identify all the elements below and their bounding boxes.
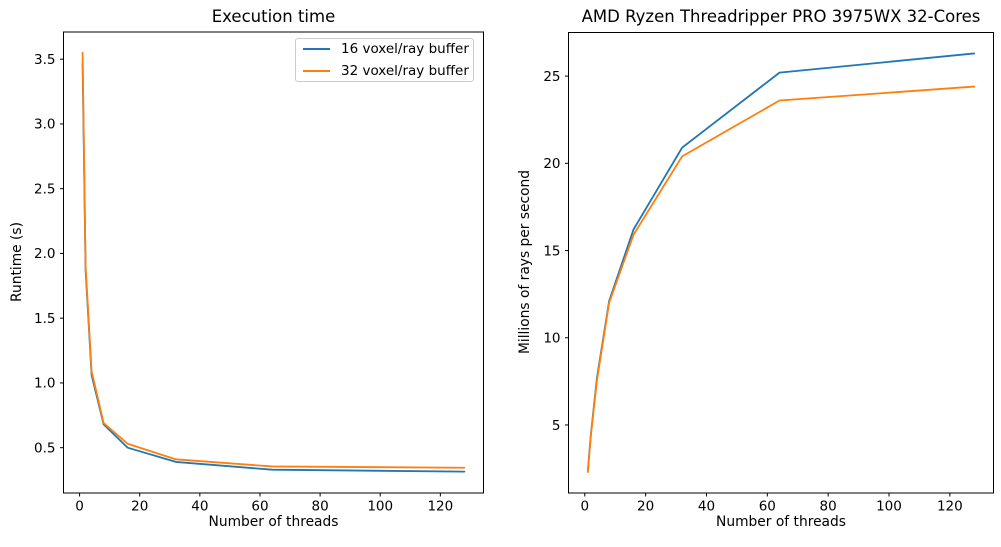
series-line-32-voxel — [81, 51, 466, 469]
legend-box: 16 voxel/ray buffer 32 voxel/ray buffer — [295, 38, 474, 82]
x-axis-label-right-chart: Number of threads — [716, 514, 846, 530]
y-tick-label: 3.0 — [34, 117, 55, 133]
y-tick-label: 1.5 — [34, 311, 55, 327]
legend-label-16-voxel: 16 voxel/ray buffer — [341, 41, 469, 57]
x-tick-label: 120 — [427, 499, 453, 515]
y-axis-label-runtime: Runtime (s) — [9, 222, 25, 302]
x-tick-label: 100 — [367, 499, 393, 515]
y-axis-label-rays-per-second: Millions of rays per second — [517, 169, 533, 355]
x-tick-label: 120 — [937, 499, 963, 515]
x-tick-label: 0 — [580, 499, 589, 515]
x-tick-label: 40 — [698, 499, 715, 515]
legend-entry-16-voxel: 16 voxel/ray buffer — [303, 40, 473, 58]
legend-entry-32-voxel: 32 voxel/ray buffer — [303, 62, 473, 80]
x-tick-label: 60 — [759, 499, 776, 515]
x-tick-label: 20 — [637, 499, 654, 515]
x-tick-label: 100 — [876, 499, 902, 515]
series-line-16-voxel — [586, 52, 976, 473]
chart-title-execution-time: Execution time — [211, 7, 336, 26]
legend-line-swatch-blue — [303, 48, 330, 50]
series-line-32-voxel — [586, 85, 976, 473]
y-tick-label: 20 — [543, 156, 560, 172]
y-tick-label: 25 — [543, 69, 560, 85]
chart-title-cpu-throughput: AMD Ryzen Threadripper PRO 3975WX 32-Cor… — [581, 7, 981, 26]
y-tick-label: 15 — [543, 243, 560, 259]
y-tick-label: 1.0 — [34, 376, 55, 392]
axes-frame — [568, 32, 994, 494]
x-axis-label-left-chart: Number of threads — [208, 514, 339, 530]
y-tick-label: 0.5 — [34, 440, 55, 456]
x-tick-label: 40 — [191, 499, 208, 515]
axes-frame — [63, 31, 484, 494]
x-tick-label: 60 — [251, 499, 268, 515]
legend-label-32-voxel: 32 voxel/ray buffer — [341, 63, 469, 79]
x-tick-label: 80 — [820, 499, 837, 515]
y-tick-label: 2.0 — [34, 246, 55, 262]
x-tick-label: 0 — [75, 499, 84, 515]
y-tick-label: 10 — [543, 331, 560, 347]
y-tick-label: 3.5 — [34, 52, 55, 68]
x-tick-label: 20 — [131, 499, 148, 515]
legend-line-swatch-orange — [303, 70, 330, 72]
x-tick-label: 80 — [312, 499, 329, 515]
series-line-16-voxel — [81, 62, 466, 473]
y-tick-label: 5 — [552, 418, 561, 434]
y-tick-label: 2.5 — [34, 181, 55, 197]
